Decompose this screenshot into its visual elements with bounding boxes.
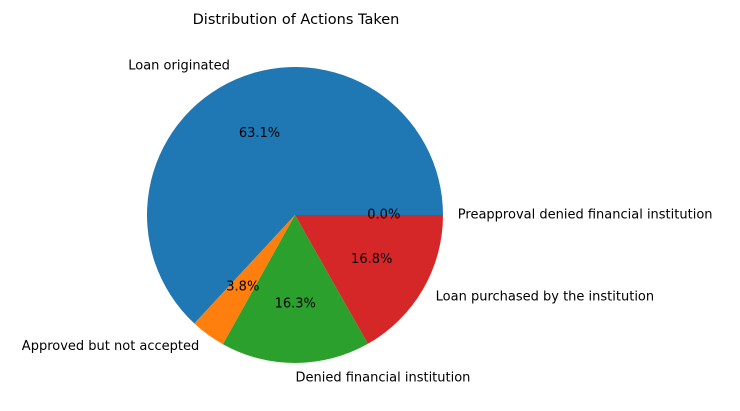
pct-loan-originated: 63.1% (239, 126, 280, 141)
pie-slices (146, 67, 444, 363)
slice-denied-financial-institution (222, 215, 368, 363)
label-loan-purchased-by-the-institution: Loan purchased by the institution (436, 289, 654, 304)
pct-loan-purchased-by-the-institution: 16.8% (351, 252, 392, 267)
label-loan-originated: Loan originated (128, 58, 230, 73)
pct-denied-financial-institution: 16.3% (275, 296, 316, 311)
label-approved-but-not-accepted: Approved but not accepted (22, 339, 200, 354)
chart-title: Distribution of Actions Taken (193, 12, 400, 28)
slice-approved-but-not-accepted (194, 215, 295, 345)
pie-labels: Loan originated 63.1% Approved but not acc… (22, 58, 713, 385)
slice-loan-purchased-by-the-institution (295, 215, 443, 344)
pct-approved-but-not-accepted: 3.8% (226, 279, 259, 294)
pct-preapproval-denied-financial-institution: 0.0% (367, 208, 400, 223)
slice-loan-originated (146, 67, 444, 324)
label-preapproval-denied-financial-institution: Preapproval denied financial institution (458, 208, 713, 223)
label-denied-financial-institution: Denied financial institution (296, 370, 471, 385)
